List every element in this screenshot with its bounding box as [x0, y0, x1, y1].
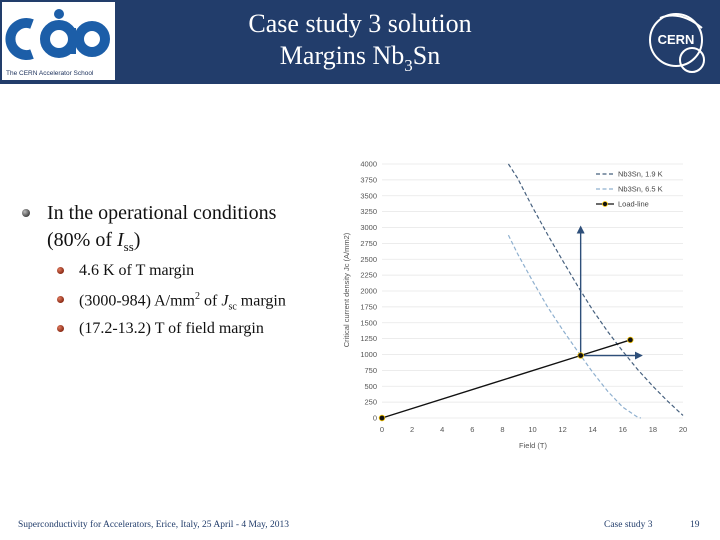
main-bullet-line-2-pre: (80% of	[47, 229, 117, 251]
chart-x-tick-label: 0	[380, 425, 384, 434]
page-title: Case study 3 solution Margins Nb3Sn	[140, 8, 580, 82]
chart-series-line-2	[381, 339, 631, 419]
chart-series-line-0	[507, 163, 684, 416]
chart-legend-label: Nb3Sn, 1.9 K	[618, 170, 663, 179]
sub-bullet-1: 4.6 K of T margin	[57, 262, 349, 280]
chart-y-axis-label: Critical current density Jc (A/mm2)	[342, 232, 351, 347]
chart-point	[577, 352, 584, 359]
footer-case-study: Case study 3	[604, 520, 653, 530]
chart-y-tick-label: 3500	[360, 191, 377, 200]
chart-x-tick-label: 16	[619, 425, 627, 434]
main-bullet: In the operational conditions (80% of Is…	[22, 200, 337, 260]
chart-y-tick-label: 750	[364, 366, 377, 375]
title-line-2-main: Margins Nb	[279, 41, 405, 70]
chart-legend-label: Load-line	[618, 200, 649, 209]
chart-legend-label: Nb3Sn, 6.5 K	[618, 185, 663, 194]
chart-x-ticks: 0 2 4 6 8 10 12 14 16 18 20	[380, 425, 687, 434]
title-line-2-subscript: 3	[404, 56, 413, 75]
chart-y-tick-label: 1500	[360, 318, 377, 327]
chart-y-tick-label: 2750	[360, 239, 377, 248]
chart-y-tick-label: 2500	[360, 255, 377, 264]
sub-bullet-2-post: margin	[236, 292, 286, 310]
chart-x-tick-label: 2	[410, 425, 414, 434]
chart-x-tick-label: 4	[440, 425, 444, 434]
main-bullet-line-2-symbol: I	[116, 229, 124, 251]
sub-bullet-1-text: 4.6 K of T margin	[79, 262, 195, 279]
main-bullet-line-2-subscript: ss	[123, 239, 134, 254]
chart-x-tick-label: 8	[500, 425, 504, 434]
chart-y-tick-label: 1250	[360, 334, 377, 343]
chart-annotations	[576, 225, 643, 360]
chart-x-tick-label: 12	[558, 425, 566, 434]
chart-point	[378, 414, 386, 422]
sub-bullet-icon	[57, 267, 64, 274]
chart-x-tick-label: 6	[470, 425, 474, 434]
sub-bullet-2-superscript: 2	[195, 291, 200, 302]
chart-legend: Nb3Sn, 1.9 K Nb3Sn, 6.5 K Load-line	[596, 170, 663, 209]
chart-y-tick-label: 3000	[360, 223, 377, 232]
header-bar: The CERN Accelerator School Case study 3…	[0, 0, 720, 84]
sub-bullet-2-mid: of	[200, 292, 222, 310]
chart-y-tick-label: 3750	[360, 175, 377, 184]
chart-legend-marker	[602, 201, 608, 207]
cern-logo-icon: CERN	[640, 6, 720, 78]
sub-bullet-2-symbol: J	[221, 292, 229, 310]
cas-logo-icon	[5, 9, 110, 60]
chart-x-tick-label: 20	[679, 425, 687, 434]
title-line-2-end: Sn	[412, 41, 441, 70]
chart-y-tick-label: 1750	[360, 302, 377, 311]
cas-logo: The CERN Accelerator School	[2, 2, 115, 80]
chart-y-tick-label: 2000	[360, 287, 377, 296]
chart-y-tick-label: 250	[364, 398, 377, 407]
footer-conference: Superconductivity for Accelerators, Eric…	[18, 520, 290, 530]
title-line-1: Case study 3 solution	[248, 9, 472, 38]
sub-bullet-3-text: (17.2-13.2) T of field margin	[79, 320, 264, 337]
chart-y-tick-label: 2250	[360, 271, 377, 280]
chart-x-axis-label: Field (T)	[519, 441, 547, 450]
chart-y-tick-label: 1000	[360, 350, 377, 359]
cas-logo-caption: The CERN Accelerator School	[6, 70, 94, 77]
chart-x-tick-label: 18	[649, 425, 657, 434]
cern-logo: CERN	[640, 6, 720, 78]
chart-y-tick-label: 500	[364, 382, 377, 391]
sub-bullet-2-pre: (3000-984) A/mm	[79, 292, 195, 310]
footer-page-number: 19	[690, 520, 700, 530]
chart-y-tick-label: 3250	[360, 207, 377, 216]
sub-bullet-2: (3000-984) A/mm2 of Jsc margin	[57, 291, 349, 313]
chart-y-ticks: 0 250 500 750 1000 1250 1500 1750 2000 2250 2500 27…	[360, 160, 377, 423]
sub-bullet-2-subscript: sc	[228, 301, 237, 313]
main-bullet-line-2-post: )	[133, 229, 141, 251]
critical-current-chart: 0 250 500 750 1000 1250 1500 1750 2000 2250 2500 27…	[342, 160, 687, 451]
bullet-icon	[22, 209, 30, 217]
chart-markers	[378, 336, 634, 422]
main-bullet-line-1: In the operational conditions	[47, 202, 277, 224]
sub-bullet-3: (17.2-13.2) T of field margin	[57, 320, 349, 338]
sub-bullet-icon	[57, 296, 64, 303]
chart-x-tick-label: 14	[589, 425, 597, 434]
chart-y-tick-label: 0	[373, 414, 377, 423]
chart-point	[627, 336, 634, 344]
main-bullet-line-2: (80% of Iss)	[47, 227, 337, 260]
sub-bullet-icon	[57, 325, 64, 332]
chart-series-line-1	[507, 234, 641, 419]
chart-x-tick-label: 10	[528, 425, 536, 434]
chart-y-tick-label: 4000	[360, 160, 377, 169]
title-line-2: Margins Nb3Sn	[140, 40, 580, 82]
cern-logo-text: CERN	[658, 32, 695, 47]
